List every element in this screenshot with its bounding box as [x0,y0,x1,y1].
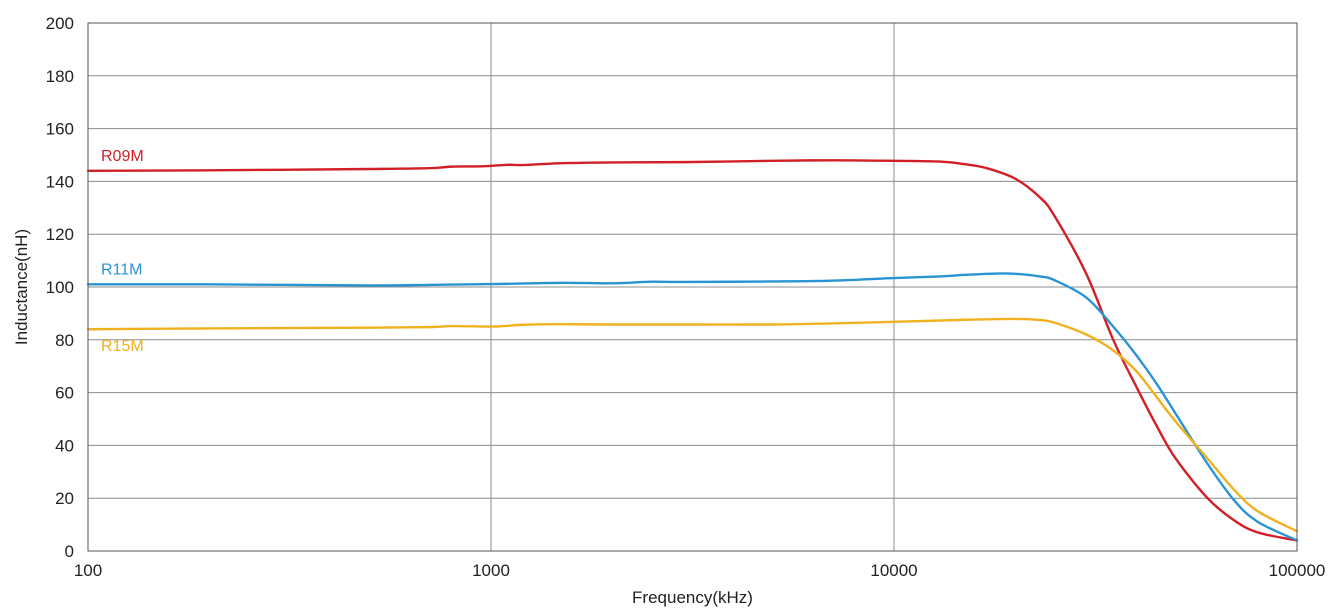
y-tick-label: 160 [46,120,74,139]
series-lines [86,159,1299,542]
y-axis-label: Inductance(nH) [12,229,31,345]
y-tick-label: 60 [55,384,74,403]
y-tick-label: 80 [55,331,74,350]
series-label-r11m: R11M [101,261,143,278]
y-tick-label: 180 [46,67,74,86]
grid-lines [88,23,1297,551]
y-tick-label: 140 [46,172,74,191]
x-tick-label: 1000 [472,561,510,580]
series-line-r09m [86,159,1299,542]
y-axis-ticks: 0 20 40 60 80 100 120 140 160 180 200 [46,14,74,561]
series-label-r09m: R09M [101,148,144,165]
x-tick-label: 100000 [1269,561,1326,580]
y-tick-label: 40 [55,436,74,455]
series-labels: R09M R11M R15M [101,148,144,355]
y-tick-label: 200 [46,14,74,33]
series-line-r15m [86,317,1299,533]
x-tick-label: 10000 [870,561,917,580]
x-tick-label: 100 [74,561,102,580]
y-tick-label: 20 [55,489,74,508]
series-line-r11m [86,272,1299,542]
y-tick-label: 100 [46,278,74,297]
plot-frame [87,22,1298,552]
y-tick-label: 120 [46,225,74,244]
y-tick-label: 0 [65,542,74,561]
x-axis-label: Frequency(kHz) [632,588,753,607]
series-label-r15m: R15M [101,338,144,355]
x-axis-ticks: 100 1000 10000 100000 [74,561,1326,580]
